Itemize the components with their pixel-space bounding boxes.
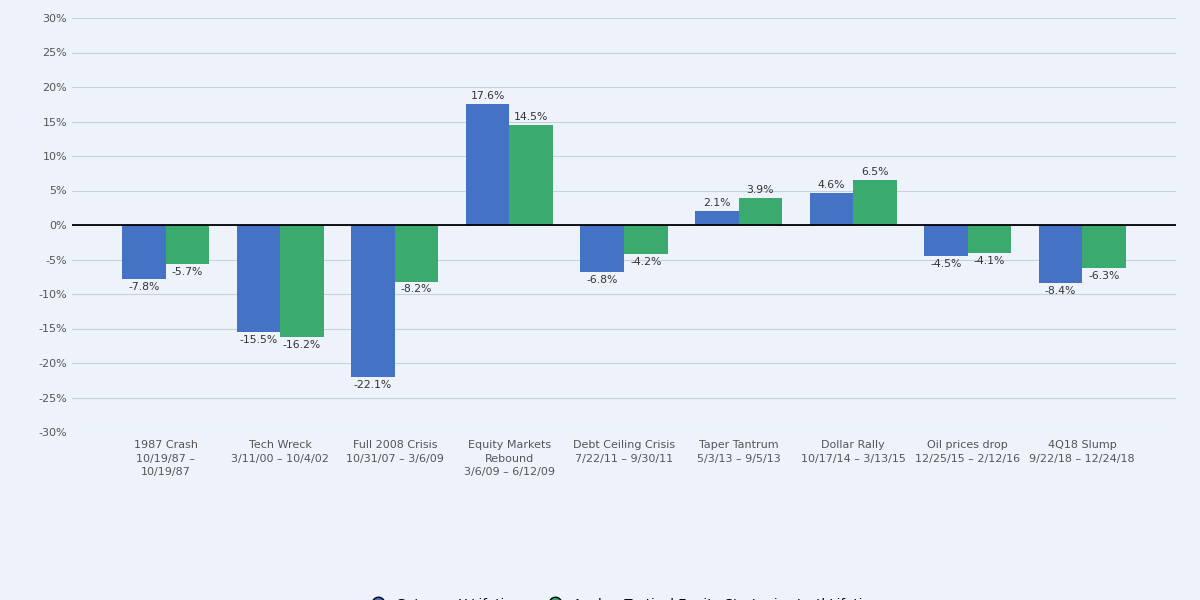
Bar <box>853 180 896 225</box>
Bar <box>738 198 782 225</box>
Text: 17.6%: 17.6% <box>470 91 505 101</box>
Text: -15.5%: -15.5% <box>239 335 277 345</box>
Bar <box>166 225 209 265</box>
Text: -4.5%: -4.5% <box>930 259 961 269</box>
Bar <box>924 225 967 256</box>
Text: -16.2%: -16.2% <box>283 340 322 350</box>
Text: -5.7%: -5.7% <box>172 267 203 277</box>
Bar <box>967 225 1012 253</box>
Text: -8.2%: -8.2% <box>401 284 432 295</box>
Bar <box>122 225 166 279</box>
Bar <box>624 225 667 254</box>
Bar <box>395 225 438 281</box>
Bar <box>510 125 553 225</box>
Bar <box>466 104 510 225</box>
Legend: Gateway Y Lifetime, Anchor Tactical Equity Strategies Instl Lifetime: Gateway Y Lifetime, Anchor Tactical Equi… <box>359 592 889 600</box>
Text: 6.5%: 6.5% <box>862 167 889 178</box>
Bar <box>236 225 281 332</box>
Bar <box>352 225 395 377</box>
Bar <box>695 211 738 225</box>
Bar <box>281 225 324 337</box>
Bar <box>581 225 624 272</box>
Text: -6.8%: -6.8% <box>587 275 618 284</box>
Text: 14.5%: 14.5% <box>514 112 548 122</box>
Text: 2.1%: 2.1% <box>703 198 731 208</box>
Text: -8.4%: -8.4% <box>1045 286 1076 296</box>
Text: -22.1%: -22.1% <box>354 380 392 390</box>
Text: -7.8%: -7.8% <box>128 281 160 292</box>
Bar <box>1082 225 1126 268</box>
Text: -6.3%: -6.3% <box>1088 271 1120 281</box>
Text: 3.9%: 3.9% <box>746 185 774 196</box>
Bar <box>810 193 853 225</box>
Text: -4.2%: -4.2% <box>630 257 661 267</box>
Bar <box>1039 225 1082 283</box>
Text: 4.6%: 4.6% <box>817 181 845 191</box>
Text: -4.1%: -4.1% <box>973 256 1006 266</box>
